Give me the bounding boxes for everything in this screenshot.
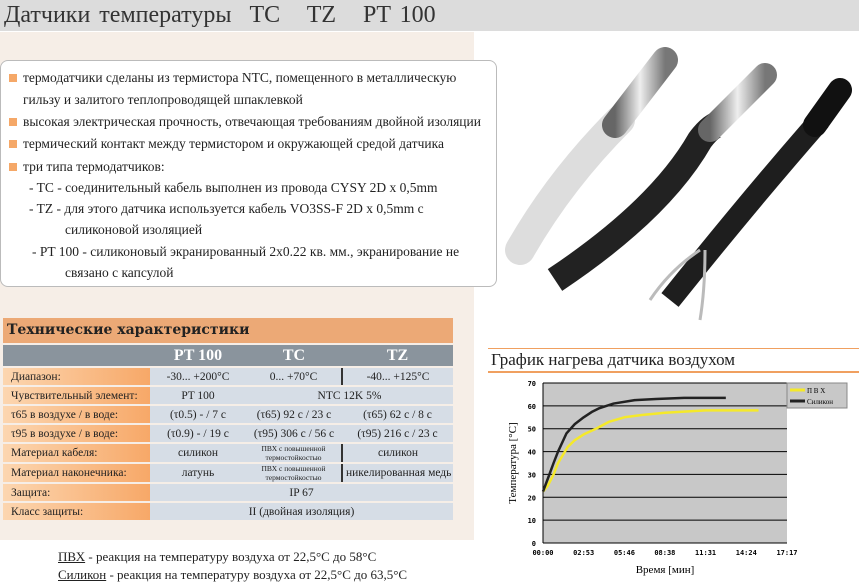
table-cell: силикон [342,443,453,464]
bullet-icon [9,163,17,171]
note-term: Силикон [58,567,107,582]
x-tick-label: 05:46 [614,549,635,557]
table-cell: (τ0.9) - / 19 c [150,424,246,444]
note-text: - реакция на температуру воздуха от 22,5… [85,549,377,564]
feature-item-cont: гильзу и залитого теплопроводящей шпакле… [23,92,303,107]
table-cell: NTC 12K 5% [246,386,453,406]
feature-item: высокая электрическая прочность, отвечаю… [9,111,481,132]
x-tick-label: 17:17 [776,549,797,557]
type-pt100-cont: связано с капсулой [65,265,174,280]
feature-text: высокая электрическая прочность, отвечаю… [23,114,481,129]
note-text: - реакция на температуру воздуха от 22,5… [106,567,408,582]
bullet-icon [9,140,17,148]
x-tick-label: 02:53 [573,549,594,557]
table-cell: τ95 в воздухе / в воде: [3,424,150,444]
type-tz-cont: силиконовой изоляцией [65,222,203,237]
table-cell: Материал кабеля: [3,443,150,464]
table-row: Материал кабеля: силикон ПВХ с повышенной … [3,443,453,464]
feature-text: термический контакт между термистором и … [23,136,444,151]
note-term: ПВХ [58,549,86,564]
bullet-icon [9,74,17,82]
legend-box [786,382,848,409]
table-cell: 0... +70°C [246,367,343,387]
table-cell: Класс защиты: [3,502,150,522]
feature-text: термодатчики сделаны из термистора NTC, … [23,70,457,85]
table-cell: τ65 в воздухе / в воде: [3,405,150,425]
table-cell: (τ65) 62 c / 8 c [342,405,453,425]
chart-title: График нагрева датчика воздухом [488,348,859,373]
table-row: Диапазон: -30... +200°C 0... +70°C -40... +… [3,367,453,387]
x-tick-label: 08:38 [654,549,675,557]
table-cell: Диапазон: [3,367,150,387]
col-pt100: PT 100 [150,345,246,368]
type-tz: - TZ - для этого датчика используется ка… [29,201,424,216]
legend-label: Силикон [807,398,833,406]
table-row: τ95 в воздухе / в воде: (τ0.9) - / 19 c (τ… [3,424,453,444]
y-tick-label: 10 [528,517,536,525]
bullet-icon [9,118,17,126]
table-cell: -40... +125°C [342,367,453,387]
table-cell: (τ95) 306 c / 56 c [246,424,342,444]
table-cell [3,345,150,368]
table-cell: латунь [150,463,246,484]
type-tc: - TC - соединительный кабель выполнен из… [29,180,438,195]
table-cell: ПВХ с повышенной термостойкостью [246,463,343,484]
specs-title: Технические характеристики [3,318,453,343]
table-cell: (τ0.5) - / 7 c [150,405,246,425]
x-tick-label: 00:00 [532,549,553,557]
features-box: термодатчики сделаны из термистора NTC, … [0,60,497,287]
table-row: τ65 в воздухе / в воде: (τ0.5) - / 7 c (τ6… [3,405,453,425]
note-silicone: Силикон - реакция на температуру воздуха… [58,566,407,584]
y-tick-label: 30 [528,471,536,479]
table-row: Защита: IP 67 [3,483,453,503]
sensor-photo [500,30,859,335]
notes: ПВХ - реакция на температуру воздуха от … [58,548,407,584]
table-row: Чувствительный элемент: PT 100 NTC 12K 5% [3,386,453,406]
y-tick-label: 40 [528,449,536,457]
feature-item: термический контакт между термистором и … [9,133,444,154]
table-cell: никелированная медь [342,463,453,484]
table-cell: IP 67 [150,483,453,503]
series-line-ПВХ [542,409,759,493]
specs-table: Технические характеристики PT 100 TC TZ Ди… [3,318,453,522]
type-pt100: - PT 100 - силиконовый экранированный 2x… [32,244,460,259]
table-cell: -30... +200°C [150,367,246,387]
x-axis-label: Время [мин] [636,564,695,576]
feature-text: три типа термодатчиков: [23,159,165,174]
y-tick-label: 70 [528,380,536,388]
y-tick-label: 20 [528,494,536,502]
note-pvc: ПВХ - реакция на температуру воздуха от … [58,548,407,566]
plot-area [543,383,787,543]
legend-label: П В Х [807,387,825,395]
table-cell: PT 100 [150,386,246,406]
x-tick-label: 11:31 [695,549,716,557]
table-cell: PT 100 TC TZ [3,345,453,368]
x-tick-label: 14:24 [736,549,757,557]
table-cell: силикон [150,443,246,464]
heating-chart: 0 10 20 30 40 50 60 70 00:00 02:53 05:46 08:38 11:31… [507,380,848,576]
y-axis-label: Температура [°C] [507,422,519,503]
col-tz: TZ [342,345,453,368]
table-cell: Материал наконечника: [3,463,150,484]
feature-item: термодатчики сделаны из термистора NTC, … [9,67,457,88]
y-tick-label: 60 [528,403,536,411]
title-bar: Датчики температуры TC TZ PT 100 [0,0,859,31]
table-row: Материал наконечника: латунь ПВХ с повышен… [3,463,453,484]
table-cell: Защита: [3,483,150,503]
y-tick-label: 50 [528,426,536,434]
col-tc: TC [246,345,342,368]
table-cell: (τ65) 92 c / 23 c [246,405,342,425]
table-cell: II (двойная изоляция) [150,502,453,522]
table-cell: Чувствительный элемент: [3,386,150,406]
table-cell: ПВХ с повышенной термостойкостью [246,443,343,464]
table-row: Класс защиты: II (двойная изоляция) [3,502,453,522]
feature-item: три типа термодатчиков: [9,156,165,177]
series-line-Силикон [541,396,726,493]
page-title: Датчики температуры TC TZ PT 100 [4,2,436,28]
y-tick-label: 0 [532,540,536,548]
table-cell: (τ95) 216 c / 23 c [342,424,453,444]
